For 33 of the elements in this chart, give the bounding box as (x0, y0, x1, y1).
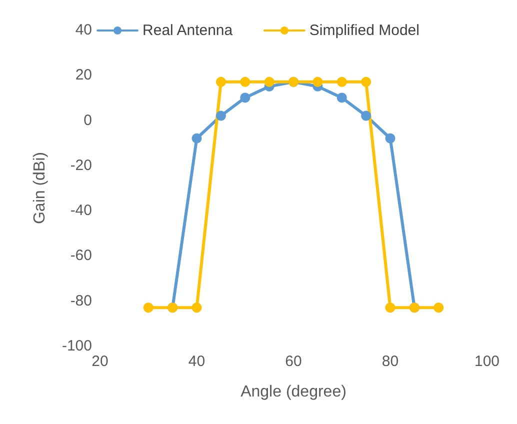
y-tick-label: 40 (75, 22, 92, 38)
x-axis-title: Angle (degree) (240, 384, 346, 400)
y-axis-title: Gain (dBi) (32, 152, 48, 224)
point (385, 302, 396, 313)
y-tick-label: -60 (70, 247, 92, 264)
y-tick-label: -20 (70, 156, 92, 174)
point (192, 133, 202, 144)
point (312, 76, 323, 87)
point (336, 92, 347, 103)
point (240, 76, 250, 87)
point (385, 133, 396, 144)
y-tick-label: 0 (84, 112, 92, 129)
point (434, 302, 444, 313)
x-tick-label: 20 (92, 353, 108, 370)
x-tick-label: 100 (474, 353, 500, 370)
point (240, 92, 250, 103)
legend-label: Real Antenna (142, 22, 234, 39)
x-tick-label: 80 (382, 353, 399, 370)
point (361, 76, 372, 87)
point (216, 110, 226, 121)
y-tick-label: 20 (75, 66, 92, 84)
x-tick-label: 60 (285, 353, 302, 370)
point (192, 302, 202, 313)
point (264, 76, 274, 87)
y-tick-label: -80 (70, 292, 92, 310)
point (216, 76, 226, 87)
y-tick-label: -100 (62, 338, 92, 354)
legend-label: Simplified Model (309, 22, 420, 39)
x-tick-label: 40 (188, 353, 206, 370)
point (336, 76, 347, 87)
point (143, 302, 154, 313)
y-tick-label: -40 (70, 202, 92, 220)
point (361, 110, 372, 121)
